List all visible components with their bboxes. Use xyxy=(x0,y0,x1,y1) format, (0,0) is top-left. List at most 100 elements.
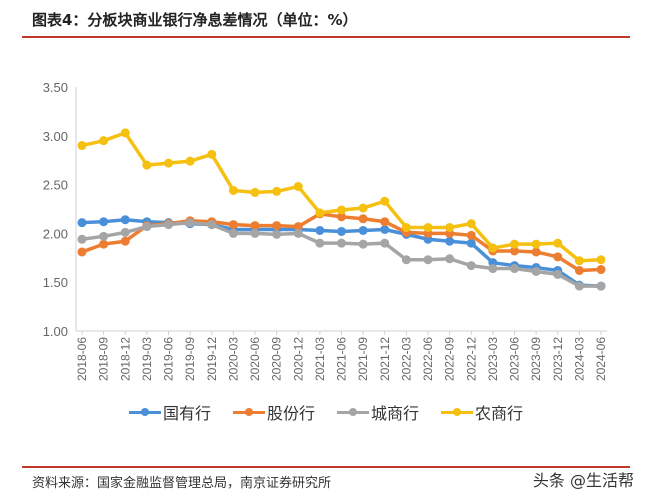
data-point xyxy=(250,228,260,238)
data-point xyxy=(142,160,152,170)
x-tick-label: 2019-12 xyxy=(205,337,219,381)
legend-marker-icon xyxy=(128,407,161,416)
data-point xyxy=(272,229,282,239)
data-point xyxy=(466,230,476,240)
data-point xyxy=(358,225,368,235)
data-point xyxy=(358,214,368,224)
x-tick-label: 2023-12 xyxy=(551,337,565,381)
data-point xyxy=(596,265,606,275)
data-point xyxy=(337,226,346,236)
data-point xyxy=(293,228,303,238)
x-tick-label: 2018-06 xyxy=(75,337,89,381)
legend-marker-icon xyxy=(441,407,474,416)
data-point xyxy=(272,221,282,231)
data-point xyxy=(120,215,130,225)
data-point xyxy=(553,238,563,248)
legend-marker-icon xyxy=(337,407,369,416)
x-tick-label: 2020-09 xyxy=(270,337,284,381)
data-point xyxy=(553,252,563,262)
x-tick-label: 2024-03 xyxy=(572,337,586,381)
data-point xyxy=(553,269,563,279)
data-point xyxy=(574,265,584,275)
x-tick-label: 2020-12 xyxy=(291,337,305,381)
x-tick-label: 2020-03 xyxy=(226,337,240,381)
data-point xyxy=(337,205,346,215)
data-point xyxy=(531,266,541,276)
y-tick-label: 2.50 xyxy=(43,178,68,193)
data-point xyxy=(380,217,390,227)
data-point xyxy=(77,141,87,151)
x-tick-label: 2024-06 xyxy=(594,337,608,381)
data-point xyxy=(164,220,173,230)
footer-divider xyxy=(22,466,630,468)
x-tick-label: 2022-06 xyxy=(421,337,435,381)
data-point xyxy=(293,182,303,192)
data-point xyxy=(510,239,519,249)
y-tick-label: 3.50 xyxy=(43,80,68,95)
legend-label: 城商行 xyxy=(371,404,420,423)
chart-title: 图表4：分板块商业银行净息差情况（单位：%） xyxy=(32,11,358,29)
data-point xyxy=(596,281,606,291)
data-point xyxy=(423,255,433,265)
data-point xyxy=(315,208,325,218)
y-tick-label: 1.00 xyxy=(43,324,68,339)
data-point xyxy=(142,222,152,232)
data-point xyxy=(77,234,87,244)
source-note: 资料来源：国家金融监督管理总局，南京证券研究所 xyxy=(32,476,332,491)
x-tick-label: 2021-09 xyxy=(356,337,370,381)
data-point xyxy=(531,239,541,249)
x-tick-label: 2019-06 xyxy=(162,337,176,381)
data-point xyxy=(228,185,238,195)
data-point xyxy=(574,281,584,291)
data-point xyxy=(358,203,368,213)
line-chart: 1.00 1.50 2.00 2.50 3.00 3.50 2018-06 2018-09 20… xyxy=(43,80,608,381)
data-point xyxy=(250,187,260,197)
x-tick-label: 2022-12 xyxy=(464,337,478,381)
data-point xyxy=(315,238,325,248)
data-point xyxy=(99,231,109,241)
data-point xyxy=(77,218,87,228)
data-point xyxy=(185,156,195,166)
watermark: 头条 @生活帮 xyxy=(532,471,634,490)
data-point xyxy=(445,223,455,233)
legend-label: 股份行 xyxy=(266,404,315,423)
data-point xyxy=(293,222,303,232)
legend-item: 城商行 xyxy=(337,400,419,424)
data-point xyxy=(466,238,476,248)
data-point xyxy=(337,238,346,248)
data-point xyxy=(423,223,433,233)
legend-item: 股份行 xyxy=(232,400,315,424)
x-tick-label: 2022-03 xyxy=(399,337,413,381)
y-tick-label: 3.00 xyxy=(43,129,68,144)
data-point xyxy=(120,128,130,138)
data-point xyxy=(380,238,390,248)
data-point xyxy=(401,255,411,265)
data-point xyxy=(401,223,411,233)
data-point xyxy=(488,243,498,253)
x-tick-label: 2023-06 xyxy=(508,337,522,381)
legend-label: 农商行 xyxy=(475,404,524,423)
x-tick-label: 2023-03 xyxy=(486,337,500,381)
data-point xyxy=(99,217,109,227)
y-tick-label: 2.00 xyxy=(43,226,68,241)
data-point xyxy=(272,186,282,196)
data-point xyxy=(531,247,541,257)
legend-item: 农商行 xyxy=(441,400,523,424)
x-tick-label: 2021-06 xyxy=(335,337,349,381)
data-point xyxy=(510,264,519,274)
data-point xyxy=(164,158,173,168)
data-point xyxy=(228,220,238,230)
data-point xyxy=(228,228,238,238)
legend: 国有行 股份行 城商行 农商行 xyxy=(0,400,652,424)
data-point xyxy=(574,256,584,266)
y-tick-label: 1.50 xyxy=(43,275,68,290)
x-tick-label: 2021-12 xyxy=(378,337,392,381)
data-point xyxy=(445,254,455,264)
x-tick-label: 2022-09 xyxy=(443,337,457,381)
data-point xyxy=(596,255,606,265)
title-divider xyxy=(22,36,630,38)
data-point xyxy=(120,227,130,237)
x-tick-label: 2019-09 xyxy=(183,337,197,381)
x-tick-label: 2021-03 xyxy=(313,337,327,381)
legend-marker-icon xyxy=(232,407,265,416)
